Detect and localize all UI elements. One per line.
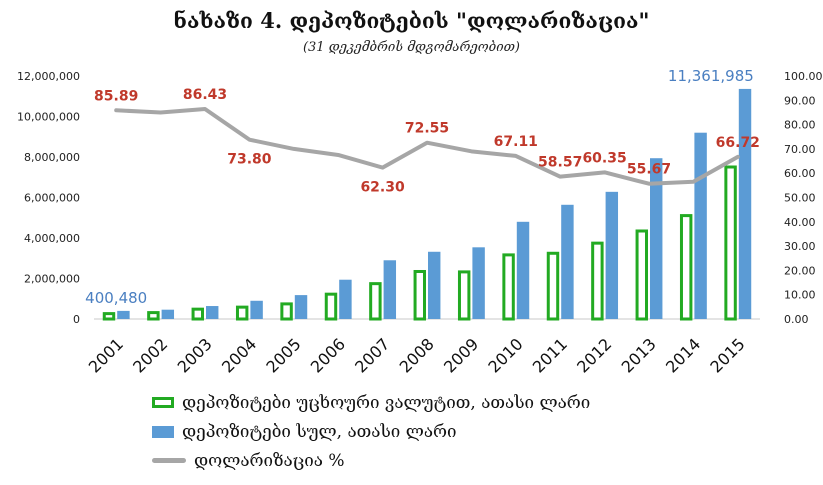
dollarization-value-label: 55.67 [627, 162, 671, 178]
x-axis-tick-label: 2014 [662, 334, 704, 376]
dollarization-value-label: 72.55 [405, 121, 449, 137]
right-axis-tick-label: 40.00 [784, 216, 816, 229]
legend-label: დეპოზიტები სულ, ათასი ლარი [182, 421, 457, 442]
bar-total-deposits [161, 309, 175, 319]
bar-foreign-currency [724, 165, 737, 321]
left-axis-tick-label: 12,000,000 [17, 70, 80, 83]
legend-swatch-filled-bar [152, 425, 174, 438]
left-axis-tick-label: 6,000,000 [24, 192, 80, 205]
bar-foreign-currency [457, 270, 471, 321]
x-axis-tick-label: 2010 [484, 334, 526, 376]
right-axis-tick-label: 60.00 [784, 167, 816, 180]
legend-item-dollarization: დოლარიზაცია % [152, 446, 590, 475]
x-axis-tick-label: 2013 [618, 334, 660, 376]
right-axis-tick-label: 30.00 [784, 240, 816, 253]
right-axis-tick-label: 80.00 [784, 119, 816, 132]
chart-title: ნახაზი 4. დეპოზიტების "დოლარიზაცია" [173, 8, 650, 33]
bar-foreign-currency [147, 311, 160, 321]
bar-foreign-currency [502, 253, 515, 321]
left-axis-tick-label: 2,000,000 [24, 273, 80, 286]
dollarization-value-label: 73.80 [227, 152, 272, 168]
bar-total-deposits [694, 132, 707, 319]
bar-total-deposits [561, 204, 574, 319]
x-axis-tick-label: 2003 [174, 334, 216, 376]
x-axis-tick-label: 2015 [706, 334, 748, 376]
x-axis-tick-label: 2009 [440, 334, 482, 376]
dollarization-line [114, 106, 740, 186]
x-axis-tick-label: 2002 [129, 334, 171, 376]
legend-swatch-line [152, 458, 186, 463]
bar-foreign-currency [591, 241, 604, 321]
right-axis-tick-label: 0.00 [784, 313, 809, 326]
bar-foreign-currency [635, 229, 648, 321]
dollarization-value-label: 85.89 [94, 88, 138, 104]
bar-foreign-currency [191, 307, 204, 321]
bar-foreign-currency [369, 282, 382, 321]
left-axis-tick-label: 10,000,000 [17, 111, 80, 124]
x-axis-tick-label: 2004 [218, 334, 260, 376]
right-axis-tick-label: 90.00 [784, 94, 816, 107]
right-axis-tick-label: 70.00 [784, 143, 816, 156]
right-axis-tick-label: 10.00 [784, 289, 816, 302]
right-axis-tick-label: 20.00 [784, 264, 816, 277]
bar-foreign-currency [324, 292, 338, 321]
x-axis-tick-label: 2001 [85, 334, 127, 376]
x-axis-tick-label: 2012 [573, 334, 615, 376]
dollarization-value-label: 60.35 [582, 150, 626, 166]
x-axis-tick-label: 2005 [262, 334, 304, 376]
bar-foreign-currency [102, 312, 116, 321]
right-axis-tick-label: 50.00 [784, 192, 816, 205]
legend-swatch-outline-bar [152, 397, 174, 408]
deposit-value-label: 400,480 [85, 289, 147, 307]
bar-total-deposits [428, 251, 441, 319]
bar-total-deposits [738, 88, 752, 320]
left-axis-tick-label: 0 [73, 313, 80, 326]
dollarization-value-label: 62.30 [360, 180, 405, 196]
left-axis-tick-label: 4,000,000 [24, 232, 80, 245]
bar-total-deposits [605, 191, 619, 319]
bar-total-deposits [250, 300, 263, 319]
legend-label: დოლარიზაცია % [194, 450, 345, 471]
dollarization-value-label: 66.72 [716, 135, 760, 151]
bar-total-deposits [117, 310, 130, 319]
x-axis-tick-label: 2011 [529, 334, 571, 376]
right-axis-tick-label: 100.00 [784, 70, 823, 83]
bar-foreign-currency [546, 251, 560, 321]
legend-label: დეპოზიტები უცხოური ვალუტით, ათასი ლარი [182, 392, 591, 413]
chart-subtitle: (31 დეკემბრის მდგომარეობით) [302, 40, 521, 55]
dollarization-value-label: 58.57 [538, 155, 582, 171]
deposit-value-label: 11,361,985 [668, 67, 754, 85]
bar-foreign-currency [413, 269, 426, 321]
legend-item-foreign-deposits: დეპოზიტები უცხოური ვალუტით, ათასი ლარი [152, 388, 590, 417]
bar-foreign-currency [235, 305, 249, 321]
bar-foreign-currency [280, 302, 293, 321]
dollarization-value-label: 67.11 [494, 134, 538, 150]
x-axis-tick-label: 2006 [307, 334, 349, 376]
bar-foreign-currency [679, 214, 693, 321]
dollarization-value-label: 86.43 [183, 87, 227, 103]
bar-total-deposits [339, 279, 352, 319]
legend-item-total-deposits: დეპოზიტები სულ, ათასი ლარი [152, 417, 590, 446]
bar-total-deposits [650, 158, 663, 319]
bar-total-deposits [383, 260, 397, 319]
bar-total-deposits [472, 247, 485, 319]
x-axis-tick-label: 2007 [351, 334, 393, 376]
left-axis-tick-label: 8,000,000 [24, 151, 80, 164]
bar-total-deposits [206, 306, 219, 319]
bar-total-deposits [294, 295, 308, 319]
legend: დეპოზიტები უცხოური ვალუტით, ათასი ლარი დ… [152, 388, 590, 475]
bar-total-deposits [516, 221, 530, 319]
x-axis-tick-label: 2008 [396, 334, 438, 376]
